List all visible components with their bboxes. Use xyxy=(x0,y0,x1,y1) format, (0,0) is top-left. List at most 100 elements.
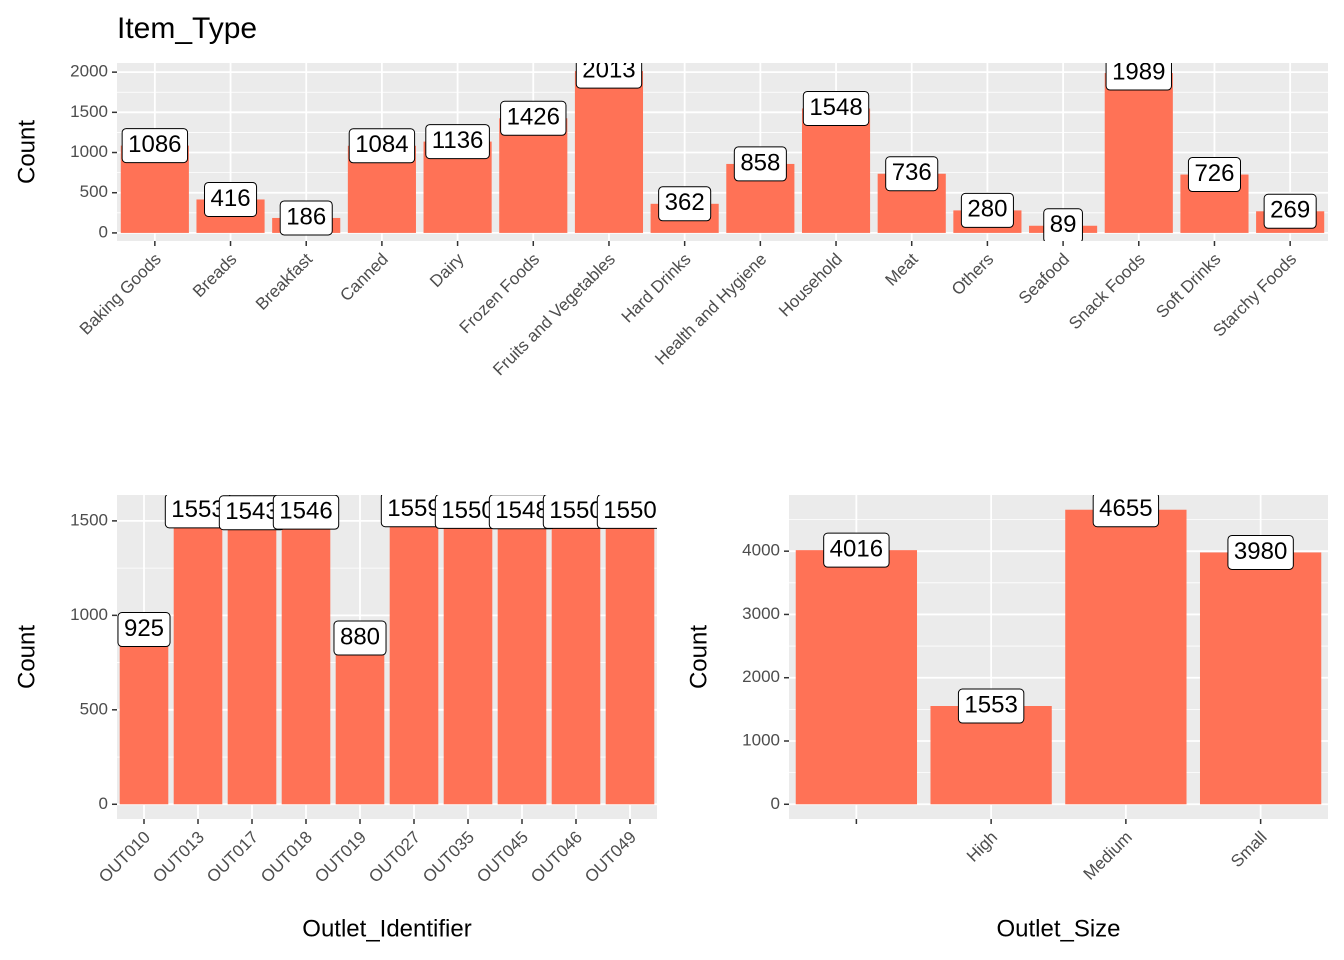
bar xyxy=(227,512,277,805)
value-label-box xyxy=(1187,157,1241,193)
value-label-text: 1548 xyxy=(495,497,548,524)
plot-area: 4016 1553 4655 3980 xyxy=(795,495,1322,805)
value-label-box xyxy=(802,90,870,126)
bar xyxy=(281,512,331,805)
value-label: 269 xyxy=(1263,193,1317,229)
y-tick-label: 1000 xyxy=(70,142,108,161)
value-label-text: 726 xyxy=(1194,160,1234,187)
bar xyxy=(389,509,439,805)
x-tick-label: Meat xyxy=(882,249,922,289)
y-axis-title: Count xyxy=(685,625,712,689)
value-label-box xyxy=(333,620,387,656)
x-tick-label: Others xyxy=(948,250,998,300)
value-label: 4016 xyxy=(823,532,890,568)
value-label-text: 1550 xyxy=(603,497,656,524)
value-label: 1550 xyxy=(434,495,502,529)
y-tick-label: 0 xyxy=(99,794,108,813)
value-label-text: 362 xyxy=(665,189,705,216)
value-label: 362 xyxy=(658,186,712,222)
value-label-text: 4016 xyxy=(830,536,883,563)
value-label-text: 1550 xyxy=(441,497,494,524)
value-label-text: 1553 xyxy=(964,691,1017,718)
value-label-box xyxy=(1227,534,1294,570)
value-label: 1136 xyxy=(425,124,490,160)
value-label: 4655 xyxy=(1092,495,1160,528)
value-label-box xyxy=(117,612,171,648)
value-label: 1543 xyxy=(218,495,286,531)
y-axis-title: Count xyxy=(13,625,40,689)
value-label: 1550 xyxy=(542,495,610,529)
x-tick-label: Hard Drinks xyxy=(618,250,695,327)
value-label-text: 2013 xyxy=(582,56,635,83)
value-label: 89 xyxy=(1043,208,1083,241)
bar xyxy=(499,118,568,233)
value-label-text: 858 xyxy=(740,149,780,176)
value-label-text: 186 xyxy=(286,203,326,230)
value-label-box xyxy=(121,128,189,164)
value-label: 1553 xyxy=(957,688,1025,724)
y-tick-label: 1000 xyxy=(742,730,780,749)
bar xyxy=(119,629,169,805)
y-axis-title: Count xyxy=(13,120,40,184)
y-tick-label: 1500 xyxy=(70,102,108,121)
value-label-text: 1426 xyxy=(507,104,560,131)
y-tick-label: 2000 xyxy=(70,62,108,81)
value-label-box xyxy=(733,146,787,182)
value-label-text: 880 xyxy=(340,623,380,650)
x-tick-label: Snack Foods xyxy=(1065,250,1149,334)
y-tick-label: 1500 xyxy=(70,510,108,529)
value-label: 1546 xyxy=(272,495,340,530)
value-label-text: 1548 xyxy=(809,94,862,121)
value-label-box xyxy=(1263,193,1317,229)
value-label-box xyxy=(204,181,258,217)
value-label-text: 1553 xyxy=(171,496,224,523)
x-tick-label: OUT045 xyxy=(473,828,532,887)
value-label-box xyxy=(658,186,712,222)
x-tick-label: Soft Drinks xyxy=(1152,250,1224,322)
bar xyxy=(497,511,547,805)
x-axis-title: Outlet_Size xyxy=(996,915,1120,942)
value-label-box xyxy=(279,200,333,236)
value-label: 186 xyxy=(279,200,333,236)
x-tick-label: Household xyxy=(775,250,846,321)
value-label-text: 3980 xyxy=(1234,538,1287,565)
x-tick-label: OUT017 xyxy=(203,828,262,887)
value-label-text: 925 xyxy=(124,615,164,642)
value-label-text: 4655 xyxy=(1099,495,1152,522)
bar xyxy=(173,510,223,805)
value-label-box xyxy=(960,192,1014,228)
value-label: 858 xyxy=(733,146,787,182)
y-tick-label: 0 xyxy=(99,222,108,241)
bar xyxy=(335,638,385,805)
value-label-text: 1559 xyxy=(387,495,440,522)
value-label: 1086 xyxy=(121,128,189,164)
y-tick-label: 4000 xyxy=(742,541,780,560)
x-tick-label: Dairy xyxy=(426,249,468,291)
x-tick-label: Fruits and Vegetables xyxy=(489,250,619,380)
value-label-text: 1546 xyxy=(279,498,332,525)
value-label: 416 xyxy=(204,181,258,217)
x-tick-label: Canned xyxy=(336,250,392,306)
value-label: 880 xyxy=(333,620,387,656)
value-label-box xyxy=(425,124,490,160)
bar xyxy=(551,511,601,805)
value-label: 1989 xyxy=(1105,58,1172,91)
x-tick-label: Baking Goods xyxy=(76,250,165,339)
value-label-text: 89 xyxy=(1050,211,1077,238)
bar xyxy=(801,108,871,233)
value-label-box xyxy=(500,100,567,136)
value-label-box xyxy=(823,532,890,568)
x-tick-label: OUT027 xyxy=(365,828,424,887)
bar xyxy=(1065,509,1187,805)
x-tick-label: OUT013 xyxy=(149,828,208,887)
x-axis-title: Outlet_Identifier xyxy=(302,915,471,942)
value-label-box xyxy=(1043,208,1083,241)
y-tick-label: 2000 xyxy=(742,667,780,686)
value-label-text: 1989 xyxy=(1112,58,1165,85)
value-label-box xyxy=(348,128,416,164)
value-label-text: 736 xyxy=(892,159,932,186)
value-label-box xyxy=(957,688,1025,724)
bar xyxy=(795,550,918,805)
